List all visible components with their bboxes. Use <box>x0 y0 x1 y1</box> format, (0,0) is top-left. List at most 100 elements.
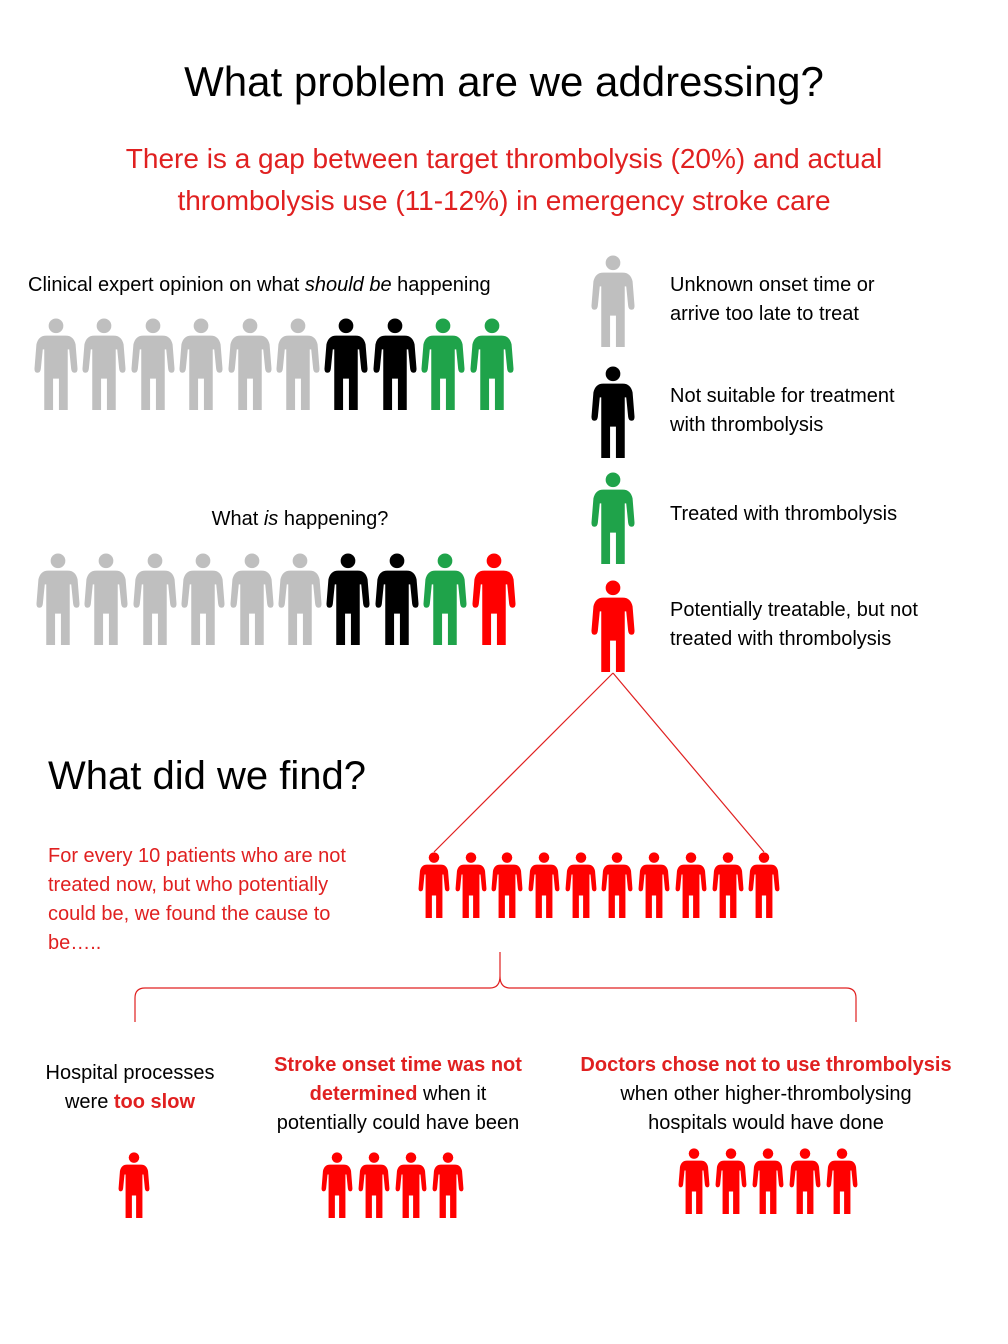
connector-left-line <box>433 672 614 853</box>
is-label-pre: What <box>211 508 264 530</box>
cause-highlight: too slow <box>113 1091 195 1113</box>
person-icon <box>432 1152 464 1218</box>
should-label: Clinical expert opinion on what should b… <box>28 271 568 300</box>
person-icon <box>321 1152 353 1218</box>
person-icon <box>395 1152 427 1218</box>
person-icon <box>133 553 177 645</box>
is-people-row <box>36 553 516 645</box>
person-icon <box>131 318 175 410</box>
find-text-line-2: treated now, but who potentially <box>48 874 329 896</box>
legend-gray-line-2: arrive too late to treat <box>670 303 859 325</box>
cause-text: were <box>64 1091 114 1113</box>
cause-line: when other higher-thrombolysing <box>562 1080 970 1109</box>
page-title: What problem are we addressing? <box>184 58 824 105</box>
person-icon <box>418 852 450 918</box>
person-icon <box>278 553 322 645</box>
cause-doctors-people <box>677 1148 859 1214</box>
is-label-post: happening? <box>278 508 389 530</box>
legend-green-text: Treated with thrombolysis <box>670 500 970 529</box>
person-icon <box>565 852 597 918</box>
person-icon <box>528 852 560 918</box>
legend-black-text: Not suitable for treatment with thromboly… <box>670 382 970 440</box>
person-icon <box>789 1148 821 1214</box>
cause-line: determined when it <box>248 1080 548 1109</box>
should-label-pre: Clinical expert opinion on what <box>28 274 305 296</box>
subtitle: There is a gap between target thrombolys… <box>60 138 948 222</box>
person-icon <box>118 1152 150 1218</box>
find-text-line-1: For every 10 patients who are not <box>48 845 346 867</box>
cause-highlight: determined <box>309 1083 418 1105</box>
legend-gray-text: Unknown onset time or arrive too late to … <box>670 271 970 329</box>
legend-black-line-1: Not suitable for treatment <box>670 385 895 407</box>
person-icon <box>358 1152 390 1218</box>
person-icon <box>326 553 370 645</box>
cause-text: hospitals would have done <box>648 1112 884 1134</box>
cause-text: Hospital processes <box>45 1062 215 1084</box>
cause-line: Stroke onset time was not <box>248 1051 548 1080</box>
legend-red-line-1: Potentially treatable, but not <box>670 599 918 621</box>
cause-bracket <box>134 952 857 1022</box>
person-icon <box>276 318 320 410</box>
person-icon <box>752 1148 784 1214</box>
person-icon <box>36 553 80 645</box>
person-icon <box>181 553 225 645</box>
person-icon <box>228 318 272 410</box>
person-icon <box>491 852 523 918</box>
cause-onset-people <box>320 1152 465 1218</box>
cause-slow-people <box>117 1152 151 1218</box>
person-icon <box>373 318 417 410</box>
person-icon <box>375 553 419 645</box>
legend-black-line-2: with thrombolysis <box>670 414 824 436</box>
cause-line: were too slow <box>20 1088 240 1117</box>
person-icon <box>601 852 633 918</box>
cause-line: Hospital processes <box>20 1059 240 1088</box>
legend-black-person-icon <box>591 366 635 458</box>
cause-line: potentially could have been <box>248 1109 548 1138</box>
connector-right-line <box>612 672 765 853</box>
cause-doctors-text: Doctors chose not to use thrombolysis whe… <box>562 1051 970 1138</box>
person-icon <box>678 1148 710 1214</box>
should-label-post: happening <box>391 274 491 296</box>
cause-text: when it <box>417 1083 487 1105</box>
legend-red-person-icon <box>591 580 635 672</box>
find-text-line-4: be….. <box>48 932 102 954</box>
person-icon <box>675 852 707 918</box>
person-icon <box>455 852 487 918</box>
subtitle-line-1: There is a gap between target thrombolys… <box>125 143 883 174</box>
person-icon <box>748 852 780 918</box>
should-people-row <box>34 318 514 410</box>
person-icon <box>469 318 514 410</box>
person-icon <box>84 553 128 645</box>
person-icon <box>423 553 467 645</box>
person-icon <box>34 318 78 410</box>
cause-text: potentially could have been <box>276 1112 520 1134</box>
cause-highlight: Stroke onset time was not <box>274 1054 522 1076</box>
legend-gray-line-1: Unknown onset time or <box>670 274 875 296</box>
person-icon <box>230 553 274 645</box>
subtitle-line-2: thrombolysis use (11-12%) in emergency s… <box>177 185 831 216</box>
legend-green-line-1: Treated with thrombolysis <box>670 503 898 525</box>
legend-red-text: Potentially treatable, but not treated wi… <box>670 596 970 654</box>
legend-red-line-2: treated with thrombolysis <box>670 628 892 650</box>
person-icon <box>82 318 126 410</box>
legend-green-person-icon <box>591 472 635 564</box>
person-icon <box>712 852 743 918</box>
find-text: For every 10 patients who are not treate… <box>48 842 408 958</box>
person-icon <box>324 318 368 410</box>
is-label-em: is <box>263 508 279 530</box>
is-label: What is happening? <box>150 505 450 534</box>
person-icon <box>826 1148 858 1214</box>
cause-line: Doctors chose not to use thrombolysis <box>562 1051 970 1080</box>
find-text-line-3: could be, we found the cause to <box>48 903 331 925</box>
cause-line: hospitals would have done <box>562 1109 970 1138</box>
person-icon <box>715 1148 747 1214</box>
should-label-em: should be <box>304 274 392 296</box>
cause-slow-text: Hospital processes were too slow <box>20 1059 240 1117</box>
legend-gray-person-icon <box>591 255 635 347</box>
person-icon <box>179 318 223 410</box>
find-heading: What did we find? <box>48 754 366 798</box>
person-icon <box>638 852 670 918</box>
cause-text: when other higher-thrombolysing <box>620 1083 912 1105</box>
person-icon <box>471 553 516 645</box>
